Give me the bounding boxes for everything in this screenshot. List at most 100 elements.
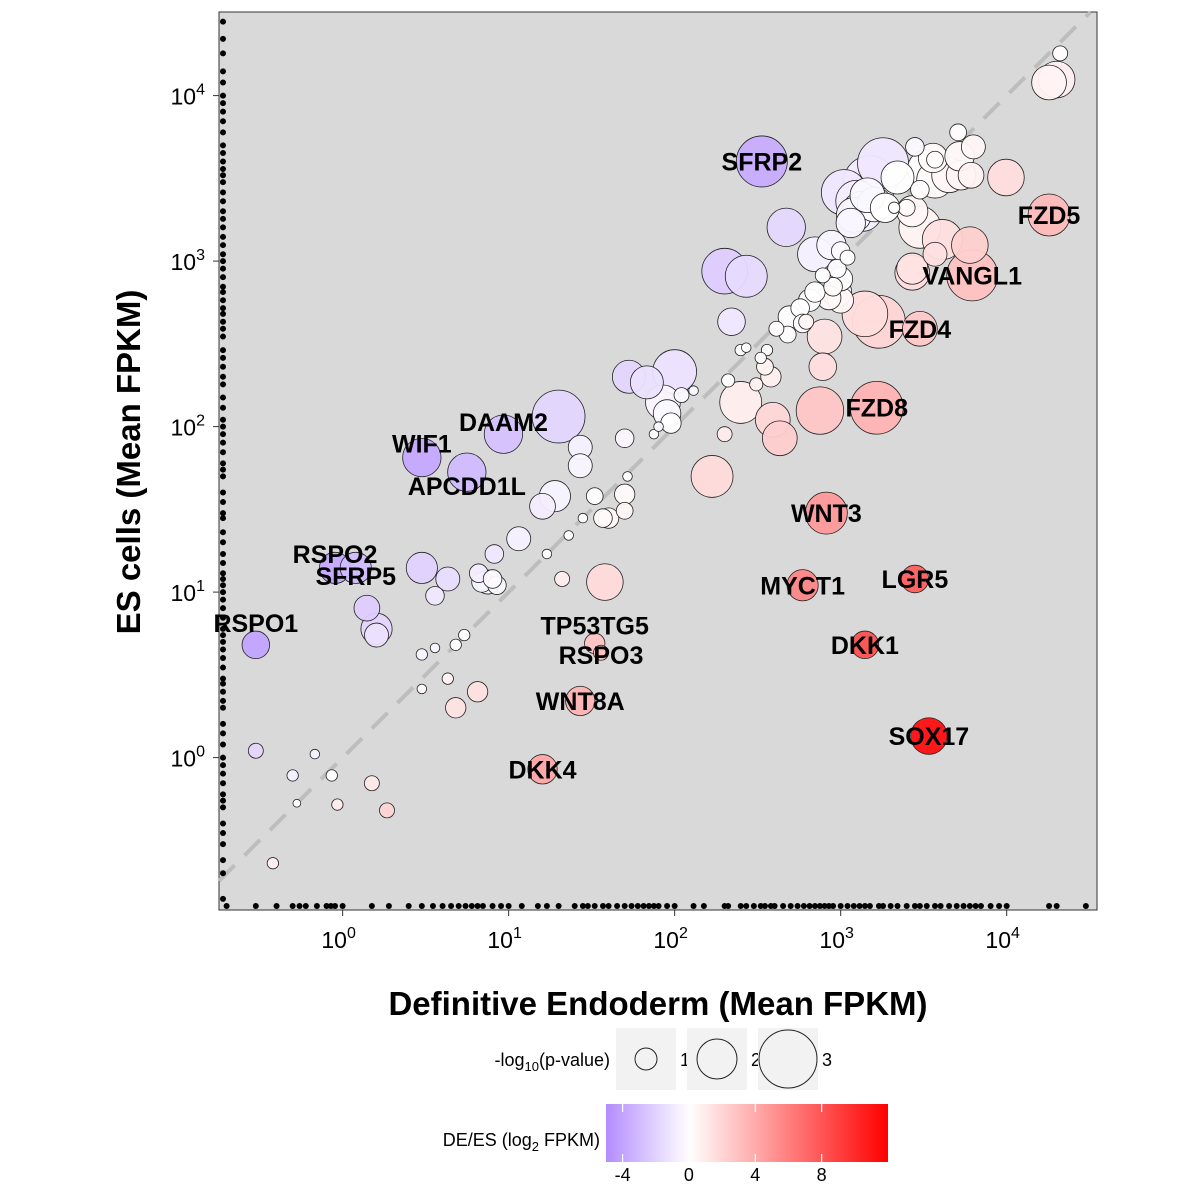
x-tick-label: 100 — [321, 925, 356, 953]
data-point — [839, 249, 856, 266]
x-rug-mark — [690, 903, 697, 909]
x-rug-mark — [771, 903, 778, 909]
x-tick-label: 102 — [653, 925, 688, 953]
x-rug-mark — [655, 903, 662, 909]
gene-label: SOX17 — [889, 723, 970, 751]
y-rug-mark — [220, 697, 226, 704]
color-legend-tick-label: 0 — [684, 1165, 694, 1185]
data-point — [615, 501, 634, 520]
y-rug-mark — [220, 363, 226, 370]
x-rug-mark — [923, 903, 930, 909]
y-rug-mark — [220, 347, 226, 354]
data-point — [441, 672, 454, 685]
x-rug-mark — [579, 903, 586, 909]
data-point — [529, 492, 556, 520]
x-rug-mark — [816, 903, 823, 909]
y-tick-label: 100 — [171, 744, 206, 772]
y-rug-mark — [220, 68, 226, 75]
data-point — [482, 569, 503, 589]
y-rug-mark — [220, 79, 226, 86]
size-legend-title: -log10(p-value) — [494, 1050, 610, 1074]
x-rug-mark — [844, 903, 851, 909]
x-rug-mark — [987, 903, 994, 909]
y-rug-mark — [220, 50, 226, 57]
gene-label: WNT3 — [791, 500, 862, 528]
data-point — [766, 207, 806, 247]
data-point — [339, 551, 372, 584]
x-rug-mark — [887, 903, 894, 909]
data-point — [850, 630, 880, 660]
size-legend-keys: 1 2 3 — [616, 1028, 832, 1090]
y-rug-mark — [220, 172, 226, 179]
data-point — [415, 648, 428, 661]
data-point — [286, 769, 299, 782]
data-point — [648, 428, 660, 440]
x-rug-mark — [302, 903, 309, 909]
y-rug-mark — [220, 423, 226, 430]
data-point — [466, 681, 489, 703]
data-point — [721, 373, 736, 388]
data-point — [554, 571, 571, 587]
x-rug-mark — [761, 903, 768, 909]
x-axis-ticks: 100 101 102 103 104 — [321, 910, 1020, 953]
x-rug-mark — [628, 903, 635, 909]
x-rug-mark — [223, 903, 230, 909]
gene-label: MYCT1 — [760, 572, 845, 600]
data-point — [835, 207, 866, 239]
y-rug-mark — [220, 215, 226, 222]
x-rug-mark — [894, 903, 901, 909]
y-rug-mark — [220, 720, 226, 727]
y-rug-mark — [220, 258, 226, 265]
data-point — [922, 241, 948, 267]
data-point — [735, 135, 788, 188]
data-point — [880, 160, 915, 195]
x-rug-mark — [880, 903, 887, 909]
data-point — [987, 158, 1025, 197]
data-point — [527, 754, 558, 785]
y-tick-label: 104 — [171, 82, 206, 110]
gene-label: WIF1 — [392, 431, 452, 459]
y-rug-mark — [220, 310, 226, 317]
y-rug-mark — [220, 394, 226, 401]
gene-label: LGR5 — [882, 566, 949, 594]
y-rug-mark — [220, 762, 226, 769]
size-legend-label: 1 — [680, 1050, 690, 1070]
y-tick-label: 102 — [171, 413, 206, 441]
x-rug-mark — [856, 903, 863, 909]
x-rug-mark — [368, 903, 375, 909]
data-point — [1031, 64, 1067, 101]
y-rug-mark — [220, 820, 226, 827]
data-point — [814, 267, 831, 284]
gene-label: RSPO3 — [559, 642, 644, 670]
y-rug-mark — [220, 149, 226, 156]
x-rug-mark — [634, 903, 641, 909]
gene-label: DAAM2 — [459, 409, 548, 437]
x-rug-mark — [743, 903, 750, 909]
data-point — [405, 551, 438, 584]
y-rug-mark — [220, 274, 226, 281]
x-rug-mark — [664, 903, 671, 909]
data-point — [429, 642, 441, 654]
size-legend: -log10(p-value) 1 2 3 — [494, 1028, 832, 1090]
x-rug-mark — [273, 903, 280, 909]
y-rug-mark — [220, 265, 226, 272]
y-rug-mark — [220, 646, 226, 653]
x-rug-mark — [599, 903, 606, 909]
gene-label: TP53TG5 — [541, 612, 649, 640]
gene-label: DKK4 — [508, 756, 576, 784]
y-rug-mark — [220, 730, 226, 737]
gene-label: DKK1 — [831, 632, 899, 660]
y-rug-mark — [220, 283, 226, 290]
y-rug-mark — [220, 466, 226, 473]
x-rug-mark — [591, 903, 598, 909]
y-rug-mark — [220, 680, 226, 687]
data-point — [896, 252, 929, 285]
data-point — [768, 320, 785, 337]
x-rug-mark — [806, 903, 813, 909]
x-tick-label: 104 — [985, 925, 1020, 953]
y-rug-mark — [220, 589, 226, 596]
size-legend-circle — [696, 1038, 738, 1080]
y-rug-mark — [220, 575, 226, 582]
y-rug-mark — [220, 515, 226, 522]
x-rug-mark — [821, 903, 828, 909]
